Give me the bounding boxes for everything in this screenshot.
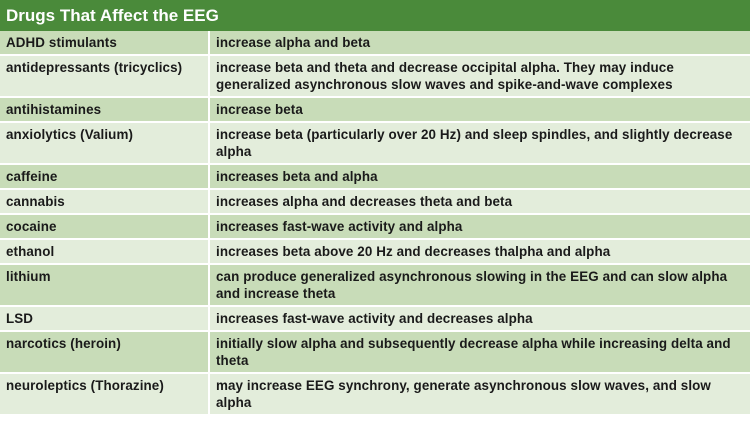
drug-effect-cell: may increase EEG synchrony, generate asy…	[209, 373, 750, 416]
drug-name-cell: antidepressants (tricyclics)	[0, 55, 210, 98]
drug-effect-cell: increase beta (particularly over 20 Hz) …	[209, 122, 750, 165]
drug-effects-table: ADHD stimulants increase alpha and beta …	[0, 31, 750, 416]
drug-name-cell: cocaine	[0, 214, 210, 240]
drug-effect-cell: increases beta above 20 Hz and decreases…	[209, 239, 750, 265]
drug-effect-cell: increases fast-wave activity and decreas…	[209, 306, 750, 332]
table-row: caffeine increases beta and alpha	[0, 164, 750, 190]
drug-effect-cell: can produce generalized asynchronous slo…	[209, 264, 750, 307]
table-row: ADHD stimulants increase alpha and beta	[0, 31, 750, 56]
drug-effect-cell: increase alpha and beta	[209, 31, 750, 56]
drug-name-cell: ADHD stimulants	[0, 31, 210, 56]
table-row: lithium can produce generalized asynchro…	[0, 264, 750, 307]
drug-name-cell: ethanol	[0, 239, 210, 265]
drug-name-cell: lithium	[0, 264, 210, 307]
drug-name-cell: LSD	[0, 306, 210, 332]
drug-effect-cell: increases beta and alpha	[209, 164, 750, 190]
drug-effect-cell: increases alpha and decreases theta and …	[209, 189, 750, 215]
drug-name-cell: cannabis	[0, 189, 210, 215]
table-row: anxiolytics (Valium) increase beta (part…	[0, 122, 750, 165]
drug-name-cell: narcotics (heroin)	[0, 331, 210, 374]
table-row: ethanol increases beta above 20 Hz and d…	[0, 239, 750, 265]
drug-effect-cell: increase beta and theta and decrease occ…	[209, 55, 750, 98]
table-row: cannabis increases alpha and decreases t…	[0, 189, 750, 215]
drug-effect-cell: increase beta	[209, 97, 750, 123]
drug-effect-cell: increases fast-wave activity and alpha	[209, 214, 750, 240]
table-title: Drugs That Affect the EEG	[0, 0, 750, 31]
drug-name-cell: caffeine	[0, 164, 210, 190]
drug-effect-cell: initially slow alpha and subsequently de…	[209, 331, 750, 374]
table-row: neuroleptics (Thorazine) may increase EE…	[0, 373, 750, 416]
table-row: antidepressants (tricyclics) increase be…	[0, 55, 750, 98]
drug-name-cell: neuroleptics (Thorazine)	[0, 373, 210, 416]
drug-name-cell: antihistamines	[0, 97, 210, 123]
table-row: narcotics (heroin) initially slow alpha …	[0, 331, 750, 374]
table-row: LSD increases fast-wave activity and dec…	[0, 306, 750, 332]
table-row: cocaine increases fast-wave activity and…	[0, 214, 750, 240]
table-row: antihistamines increase beta	[0, 97, 750, 123]
drug-name-cell: anxiolytics (Valium)	[0, 122, 210, 165]
